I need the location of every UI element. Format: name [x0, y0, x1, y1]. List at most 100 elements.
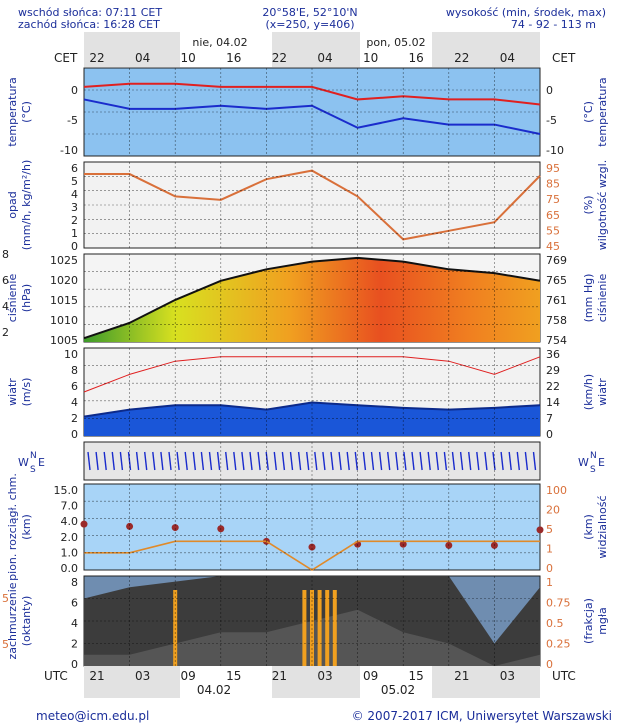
altitude-label: wysokość (min, środek, max) — [446, 6, 606, 19]
right-tick-label: 0 — [546, 562, 553, 575]
pressure-line — [83, 256, 541, 340]
edge-tick-label: 4 — [2, 300, 9, 313]
right-tick-label: 29 — [546, 364, 560, 377]
left-tick-label: 1.0 — [61, 546, 79, 559]
panel-clouds: zachmurzenie (oktanty) (frakcja) mgła 8 6 4 2 0 1… — [2, 575, 609, 671]
right-axis-title: temperatura — [596, 77, 609, 146]
left-tick-label: 0.0 — [61, 562, 79, 575]
altitude-values: 74 - 92 - 113 m — [511, 18, 596, 31]
fog-bar — [332, 590, 337, 666]
left-tick-label: 2.0 — [61, 531, 79, 544]
panel-visibility: pion. rozciągł. chm. (km) (km) widzialność1… — [6, 473, 609, 581]
wind-direction-arrow — [297, 451, 302, 471]
wind-direction-arrow — [403, 451, 407, 471]
edge-mark: 5 — [2, 592, 9, 605]
wind-direction-arrow — [306, 451, 310, 471]
bottom-hour-label: 21 — [89, 669, 104, 683]
left-axis-title: ciśnienie — [6, 274, 19, 323]
right-tick-label: 22 — [546, 380, 560, 393]
top-day-band-1 — [180, 32, 272, 67]
right-tick-label: 75 — [546, 193, 560, 206]
right-tick-label: 1 — [546, 576, 553, 589]
left-tick-label: 7.0 — [61, 500, 79, 513]
left-tick-label: 8 — [71, 576, 78, 589]
right-tick-label: 769 — [546, 254, 567, 267]
top-hour-label: 16 — [226, 51, 241, 65]
left-tick-label: 0 — [71, 658, 78, 671]
top-hour-label: 04 — [135, 51, 150, 65]
bottom-day-band-2 — [360, 666, 432, 698]
top-zone-right: CET — [552, 51, 576, 65]
compass-n-left: N — [30, 451, 37, 461]
wind-direction-arrow — [419, 451, 423, 471]
bottom-zone-right: UTC — [552, 669, 576, 683]
grid-text: (x=250, y=406) — [265, 18, 354, 31]
left-tick-label: 3 — [71, 201, 78, 214]
top-hour-label: 22 — [454, 51, 469, 65]
right-tick-label: 761 — [546, 294, 567, 307]
right-tick-label: 45 — [546, 240, 560, 253]
left-axis-title: (m/s) — [20, 378, 33, 407]
left-axis-title: zachmurzenie — [6, 582, 19, 659]
left-axis-title: temperatura — [6, 77, 19, 146]
footer-email[interactable]: meteo@icm.edu.pl — [36, 709, 149, 723]
bottom-hour-label: 21 — [454, 669, 469, 683]
wind-direction-arrow — [184, 451, 188, 471]
panel-precip: opad (mm/h, kg/m²/h) (%) wilgotność wzgl.65… — [6, 160, 609, 253]
compass-w-right: W — [578, 456, 589, 469]
panel-direction: W NSE W NSE — [18, 441, 605, 481]
bottom-day-band-1 — [180, 666, 272, 698]
left-tick-label: 0 — [71, 84, 78, 97]
wind-direction-arrow — [249, 451, 253, 471]
right-axis-title: (mm Hg) — [582, 274, 595, 323]
right-tick-label: 0 — [546, 428, 553, 441]
right-axis-title: (km) — [582, 514, 595, 540]
bottom-hour-label: 09 — [181, 669, 196, 683]
fog-bar — [317, 590, 322, 666]
top-day-band-2 — [360, 32, 432, 67]
right-tick-label: 7 — [546, 412, 553, 425]
left-tick-label: -5 — [67, 114, 78, 127]
top-hour-label: 04 — [317, 51, 332, 65]
wind-direction-arrow — [338, 451, 342, 471]
right-axis-title: (°C) — [582, 101, 595, 123]
bottom-hour-label: 21 — [272, 669, 287, 683]
wind-direction-arrow — [354, 451, 358, 471]
top-hour-label: 04 — [500, 51, 515, 65]
top-axis: nie, 04.02 pon, 05.02 CET CET 22 04 10 16 22… — [54, 32, 576, 67]
wind-direction-arrow — [257, 451, 261, 471]
left-tick-label: 5 — [71, 175, 78, 188]
bottom-date-2: 05.02 — [381, 683, 415, 697]
wind-direction-arrow — [378, 451, 383, 471]
right-axis-title: wiatr — [596, 378, 609, 406]
bottom-axis-band — [84, 666, 540, 698]
right-tick-label: 14 — [546, 396, 560, 409]
left-tick-label: 4 — [71, 617, 78, 630]
top-axis-band — [84, 32, 540, 67]
sunrise-text: wschód słońca: 07:11 CET — [18, 6, 162, 19]
fog-bar — [325, 590, 330, 666]
left-tick-label: 6 — [71, 380, 78, 393]
bottom-zone-left: UTC — [44, 669, 68, 683]
wind-direction-arrow — [451, 451, 456, 471]
right-tick-label: 0.75 — [546, 597, 571, 610]
bottom-hour-label: 03 — [500, 669, 515, 683]
wind-direction-arrow — [330, 451, 334, 471]
footer-copyright: © 2007-2017 ICM, Uniwersytet Warszawski — [352, 709, 612, 723]
wind-direction-arrow — [468, 451, 472, 471]
right-tick-label: 95 — [546, 162, 560, 175]
right-tick-label: 100 — [546, 484, 567, 497]
wind-direction-arrow — [322, 451, 326, 471]
right-axis-title: mgła — [596, 607, 609, 635]
compass-n-right: N — [590, 451, 597, 461]
left-tick-label: 6 — [71, 162, 78, 175]
cloud-base-point — [80, 520, 88, 528]
wind-direction-arrow — [435, 451, 439, 471]
right-tick-label: -10 — [546, 144, 564, 157]
bottom-hour-label: 15 — [226, 669, 241, 683]
left-tick-label: 1010 — [50, 314, 78, 327]
wind-direction-arrow — [289, 451, 294, 471]
compass-s-left: S — [30, 465, 36, 475]
